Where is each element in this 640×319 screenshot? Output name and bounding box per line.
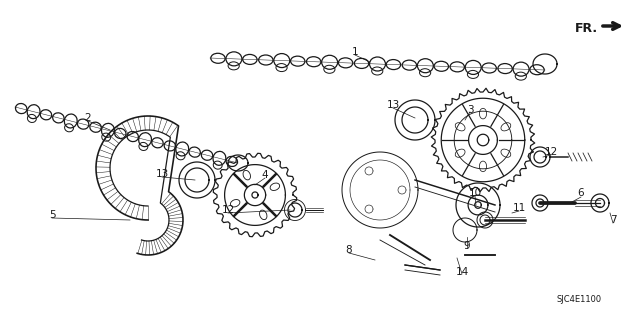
Text: 14: 14: [456, 267, 468, 277]
Text: 6: 6: [578, 188, 584, 198]
Text: 5: 5: [49, 210, 55, 220]
Text: 12: 12: [221, 205, 235, 215]
Text: 13: 13: [387, 100, 399, 110]
Text: 13: 13: [156, 169, 168, 179]
Text: 2: 2: [84, 113, 92, 123]
Text: 7: 7: [610, 215, 616, 225]
Text: 4: 4: [262, 170, 268, 180]
Text: 10: 10: [468, 188, 481, 198]
Text: 9: 9: [464, 241, 470, 251]
Text: 8: 8: [346, 245, 352, 255]
Text: 3: 3: [467, 105, 474, 115]
Text: FR.: FR.: [575, 21, 598, 34]
Text: SJC4E1100: SJC4E1100: [556, 294, 602, 303]
Text: 11: 11: [513, 203, 525, 213]
Text: 12: 12: [545, 147, 557, 157]
Text: 1: 1: [352, 47, 358, 57]
